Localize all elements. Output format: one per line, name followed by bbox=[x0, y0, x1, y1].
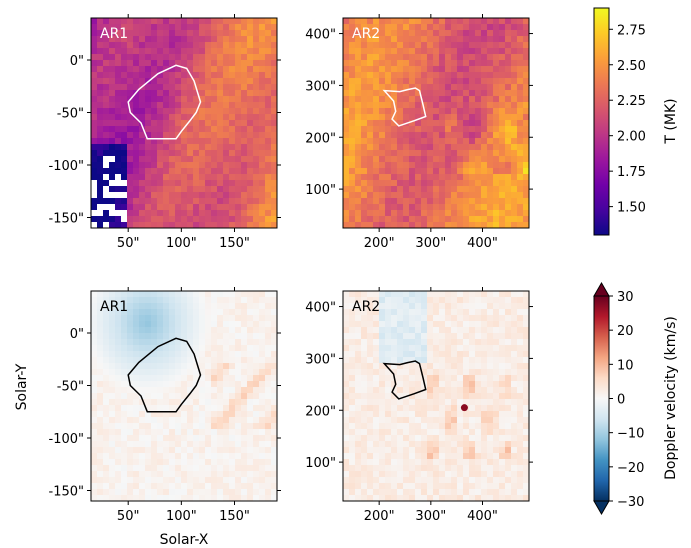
y-tick-label: 0" bbox=[70, 54, 84, 69]
colorbar-tick-label: 2.00 bbox=[617, 130, 646, 145]
x-tick-label: 50" bbox=[117, 509, 140, 524]
colorbar-extend-top bbox=[593, 281, 610, 297]
colorbar-gradient bbox=[593, 7, 610, 236]
y-axis: 0" -50" -100" -150" bbox=[49, 327, 281, 500]
panel-ar1-doppler: AR1 0" -50" -100" -150" 50" 100" 150" bbox=[49, 287, 281, 524]
temperature-colorbar: 1.50 1.75 2.00 2.25 2.50 2.75 T (MK) bbox=[593, 7, 679, 236]
x-tick-label: 150" bbox=[219, 509, 250, 524]
x-tick-label: 50" bbox=[117, 236, 140, 251]
x-tick-label: 200" bbox=[364, 236, 395, 251]
x-tick-label: 400" bbox=[467, 236, 498, 251]
colorbar-tick-label: 0 bbox=[617, 393, 625, 408]
y-tick-label: -150" bbox=[49, 212, 84, 227]
y-axis-label: Solar-Y bbox=[14, 363, 30, 410]
colorbar-tick-label: −10 bbox=[617, 427, 644, 442]
colorbar-tick-label: 1.50 bbox=[617, 201, 646, 216]
y-axis: 0" -50" -100" -150" bbox=[49, 54, 281, 227]
colorbar-tick-label: 10 bbox=[617, 358, 634, 373]
x-axis: 50" 100" 150" bbox=[117, 14, 250, 251]
colorbar-gradient bbox=[593, 295, 610, 502]
panel-ar2-temperature: AR2 100" 200" 300" 400" 200" 300" 400" bbox=[305, 14, 533, 251]
plot-frame bbox=[342, 17, 530, 229]
y-tick-label: 400" bbox=[305, 28, 336, 43]
x-tick-label: 100" bbox=[166, 509, 197, 524]
colorbar-tick-label: 20 bbox=[617, 324, 634, 339]
y-tick-label: 200" bbox=[305, 404, 336, 419]
x-tick-label: 300" bbox=[415, 509, 446, 524]
plot-frame bbox=[90, 290, 278, 502]
y-tick-label: -150" bbox=[49, 485, 84, 500]
heatmap-image bbox=[343, 291, 529, 501]
region-outline bbox=[127, 337, 202, 413]
x-axis: 200" 300" 400" bbox=[364, 14, 498, 251]
panel-title: AR1 bbox=[100, 299, 128, 315]
panel-ar1-temperature: AR1 0" -50" -100" -150" 50" 100" 150" bbox=[49, 14, 281, 251]
x-axis-label: Solar-X bbox=[160, 532, 209, 548]
heatmap-image bbox=[91, 291, 277, 501]
heatmap-image bbox=[343, 18, 529, 228]
x-tick-label: 300" bbox=[415, 236, 446, 251]
colorbar-tick-label: 2.50 bbox=[617, 59, 646, 74]
y-tick-label: 300" bbox=[305, 352, 336, 367]
colorbar-tick-label: −20 bbox=[617, 461, 644, 476]
panel-title: AR2 bbox=[352, 299, 380, 315]
plot-frame bbox=[90, 17, 278, 229]
y-tick-label: -100" bbox=[49, 432, 84, 447]
colorbar-extend-bottom bbox=[593, 500, 610, 516]
x-axis: 200" 300" 400" bbox=[364, 287, 498, 524]
panel-title: AR2 bbox=[352, 26, 380, 42]
colorbar-tick-label: −30 bbox=[617, 495, 644, 510]
x-tick-label: 400" bbox=[467, 509, 498, 524]
colorbar-ticks: 1.50 1.75 2.00 2.25 2.50 2.75 bbox=[609, 23, 646, 216]
colorbar-tick-label: 1.75 bbox=[617, 165, 646, 180]
y-tick-label: -50" bbox=[57, 380, 84, 395]
y-tick-label: 300" bbox=[305, 79, 336, 94]
plot-frame bbox=[342, 290, 530, 502]
x-axis: 50" 100" 150" bbox=[117, 287, 250, 524]
region-outline bbox=[382, 360, 427, 400]
y-tick-label: 400" bbox=[305, 301, 336, 316]
y-tick-label: 100" bbox=[305, 456, 336, 471]
region-outline bbox=[127, 64, 202, 140]
y-axis: 100" 200" 300" 400" bbox=[305, 28, 533, 198]
x-tick-label: 200" bbox=[364, 509, 395, 524]
heatmap-image bbox=[91, 18, 277, 228]
colorbar-tick-label: 30 bbox=[617, 290, 634, 305]
x-tick-label: 100" bbox=[166, 236, 197, 251]
panel-title: AR1 bbox=[100, 26, 128, 42]
y-tick-label: 100" bbox=[305, 183, 336, 198]
colorbar-ticks: 30 20 10 0 −10 −20 −30 bbox=[609, 290, 644, 510]
y-tick-label: 200" bbox=[305, 131, 336, 146]
doppler-colorbar: 30 20 10 0 −10 −20 −30 Doppler velocity (km/s) bbox=[593, 281, 679, 516]
y-axis: 100" 200" 300" 400" bbox=[305, 301, 533, 471]
y-tick-label: 0" bbox=[70, 327, 84, 342]
panel-ar2-doppler: AR2 100" 200" 300" 400" 200" 300" 400" bbox=[305, 287, 533, 524]
y-tick-label: -50" bbox=[57, 107, 84, 122]
colorbar-tick-label: 2.75 bbox=[617, 23, 646, 38]
x-tick-label: 150" bbox=[219, 236, 250, 251]
region-outline bbox=[382, 87, 427, 127]
colorbar-label: T (MK) bbox=[663, 98, 679, 144]
y-tick-label: -100" bbox=[49, 159, 84, 174]
colorbar-label: Doppler velocity (km/s) bbox=[663, 316, 679, 480]
colorbar-tick-label: 2.25 bbox=[617, 94, 646, 109]
